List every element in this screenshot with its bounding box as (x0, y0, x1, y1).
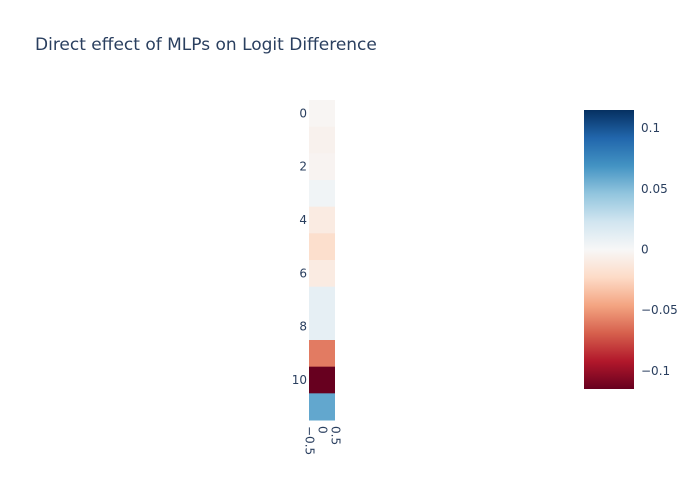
heatmap-cell-8 (309, 313, 335, 341)
colorbar-tick-label: −0.05 (641, 303, 678, 317)
y-tick-label: 6 (299, 266, 307, 280)
colorbar-tick-label: 0.1 (641, 121, 660, 135)
heatmap-cell-2 (309, 153, 335, 181)
y-tick-label: 8 (299, 320, 307, 334)
heatmap-cell-10 (309, 366, 335, 394)
y-tick-label: 4 (299, 213, 307, 227)
heatmap-cell-1 (309, 126, 335, 154)
y-axis-ticks: 0 2 4 6 8 10 (292, 106, 307, 387)
heatmap-cell-9 (309, 340, 335, 368)
heatmap-cell-7 (309, 286, 335, 314)
heatmap-cell-11 (309, 393, 335, 421)
x-axis-ticks: −0.5 0 0.5 (303, 426, 343, 455)
heatmap-cell-6 (309, 260, 335, 288)
colorbar-ticks: 0.1 0.05 0 −0.05 −0.1 (641, 121, 678, 378)
y-tick-label: 0 (299, 106, 307, 120)
x-tick-label: 0 (316, 426, 330, 434)
colorbar-tick-label: 0.05 (641, 182, 668, 196)
heatmap-cell-3 (309, 180, 335, 208)
heatmap-cell-5 (309, 233, 335, 261)
x-tick-label: −0.5 (303, 426, 317, 455)
heatmap-cell-4 (309, 206, 335, 234)
y-tick-label: 2 (299, 160, 307, 174)
heatmap-cells (309, 100, 335, 421)
heatmap-cell-0 (309, 100, 335, 128)
colorbar-tick-label: −0.1 (641, 364, 670, 378)
chart-title: Direct effect of MLPs on Logit Differenc… (35, 35, 377, 55)
y-tick-label: 10 (292, 373, 307, 387)
x-tick-label: 0.5 (329, 426, 343, 445)
colorbar-tick-label: 0 (641, 243, 649, 257)
colorbar (584, 110, 634, 389)
